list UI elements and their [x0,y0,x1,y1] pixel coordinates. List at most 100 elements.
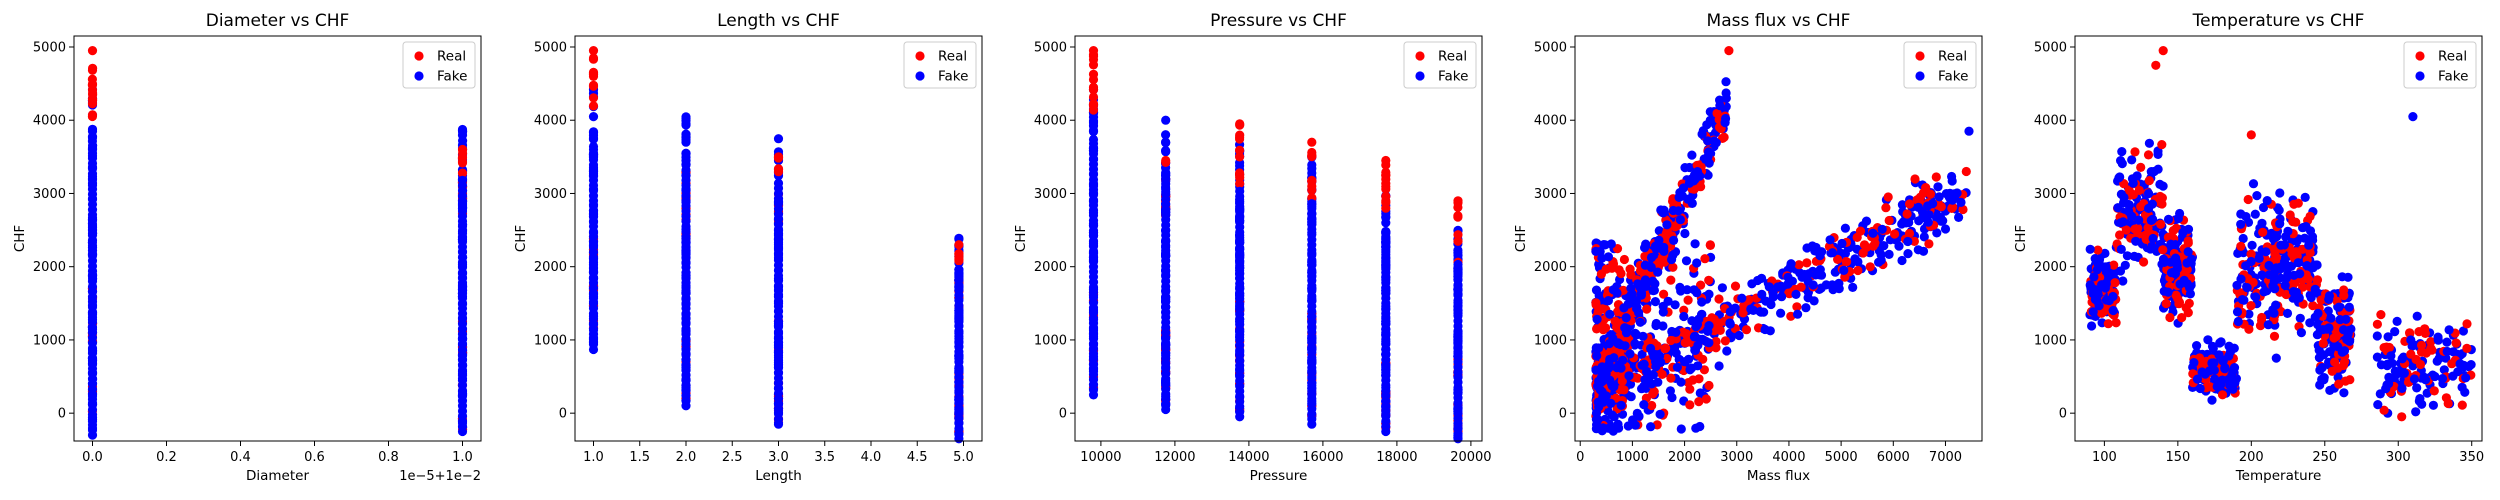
data-point-real [1307,137,1317,147]
data-point-fake [1868,228,1878,238]
data-point-fake [1592,314,1602,324]
x-axis-label: Temperature [2235,468,2322,484]
y-tick-label: 1000 [33,333,66,348]
data-point-fake [1161,115,1171,125]
data-point-fake [2271,300,2281,310]
chart-title: Pressure vs CHF [1210,11,1347,31]
data-point-fake [1650,279,1660,289]
data-point-fake [1680,357,1690,367]
data-point-fake [2325,347,2335,357]
data-point-fake [1088,127,1099,137]
data-point-real [1381,196,1391,206]
data-point-real [1855,226,1866,236]
data-point-real [1905,199,1915,209]
data-point-fake [1628,297,1638,307]
data-point-fake [2275,188,2285,198]
data-point-fake [1088,144,1099,154]
data-point-fake [2179,275,2189,285]
data-point-real [773,152,784,162]
data-point-fake [1161,147,1171,157]
y-tick-label: 0 [1559,407,1567,422]
data-point-fake [2153,149,2163,159]
data-point-real [1381,203,1391,213]
data-point-fake [1453,259,1463,270]
data-point-real [2443,398,2453,409]
data-point-real [2144,176,2154,186]
data-point-real [1699,365,1709,375]
data-point-real [1591,300,1601,310]
data-point-real [2109,260,2119,270]
axes-frame [2074,35,2483,442]
data-point-fake [1606,423,1616,433]
data-point-fake [2192,374,2203,384]
data-point-fake [1637,360,1647,370]
data-point-real [2340,376,2351,386]
data-point-real [1453,211,1463,221]
x-axis: 0.0 0.2 0.4 0.6 0.8 1.0 [82,441,473,465]
axes-frame [1574,35,1983,442]
data-point-fake [2100,283,2110,293]
data-point-fake [1235,161,1245,171]
data-point-fake [1635,282,1645,293]
data-point-fake [2312,330,2322,340]
data-point-real [2426,337,2436,347]
data-point-fake [2116,244,2126,254]
data-point-fake [2228,384,2238,394]
data-point-fake [1722,346,1732,356]
data-point-fake [2325,385,2335,395]
data-point-fake [1607,381,1617,391]
x-axis: 10000 12000 14000 16000 18000 20000 [1080,441,1492,465]
data-point-fake [2262,196,2272,206]
data-point-fake [1630,339,1640,349]
data-point-fake [2236,274,2246,284]
data-point-fake [2313,308,2323,318]
x-tick-label: 4000 [1772,450,1805,465]
data-point-fake [1656,205,1666,215]
data-point-fake [2314,345,2324,355]
data-point-fake [1944,192,1954,202]
data-point-fake [2271,263,2281,273]
data-point-fake [1757,273,1767,283]
x-tick-label: 3.0 [768,450,789,465]
data-point-fake [1670,300,1680,310]
data-point-fake [2397,354,2407,364]
y-axis: 0 1000 2000 3000 4000 5000 [1034,40,1075,422]
data-point-fake [2241,212,2251,222]
data-point-fake [1626,392,1636,402]
data-point-fake [2122,251,2132,261]
data-point-fake [2257,218,2267,228]
data-point-fake [1687,198,1697,208]
data-point-fake [2281,232,2291,242]
x-tick-label: 150 [2165,450,2190,465]
data-point-real [1961,166,1971,177]
data-point-fake [1606,398,1616,408]
data-point-real [1704,380,1714,391]
data-point-fake [1711,138,1721,148]
legend-label-real: Real [938,49,967,65]
y-tick-label: 0 [1059,407,1067,422]
data-point-fake [1634,411,1644,421]
chart-title: Length vs CHF [717,11,840,31]
data-point-real [2141,234,2151,244]
data-point-fake [2305,226,2316,236]
data-point-fake [1669,235,1679,245]
data-point-real [1696,280,1706,290]
axes-frame [1074,35,1483,442]
data-point-real [1902,209,1912,219]
x-tick-label: 0.8 [378,450,399,465]
data-point-fake [1877,224,1887,234]
data-point-fake [1714,361,1724,371]
data-point-fake [1697,334,1707,344]
data-point-real [2289,199,2299,209]
data-point-real [2246,249,2256,259]
data-point-real [2270,256,2280,266]
data-point-real [457,153,467,163]
data-point-real [1088,92,1099,102]
legend-marker-real [1915,51,1925,61]
y-axis-label: CHF [12,225,28,252]
data-point-fake [2341,314,2351,324]
data-point-fake [1613,338,1623,348]
data-point-real [2183,236,2193,246]
data-point-fake [2386,351,2396,361]
data-point-fake [2129,251,2139,261]
